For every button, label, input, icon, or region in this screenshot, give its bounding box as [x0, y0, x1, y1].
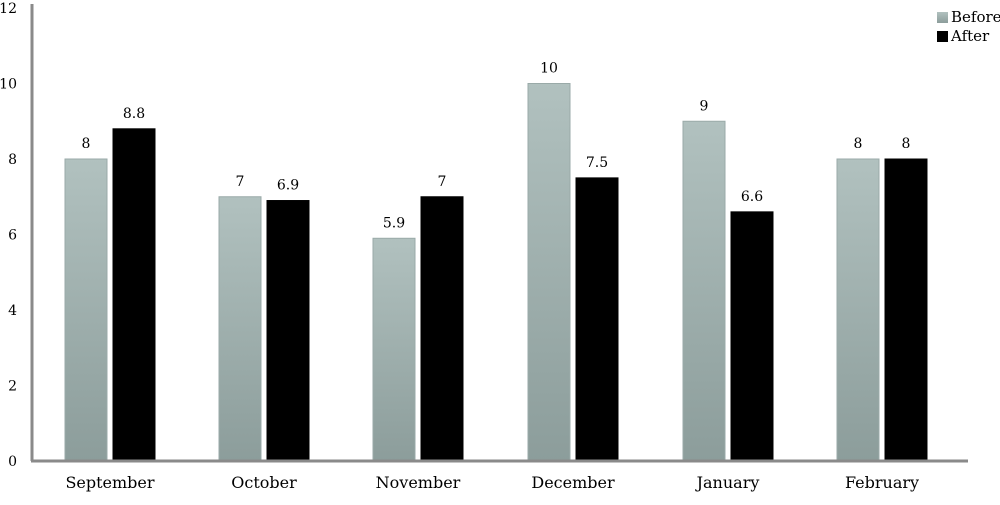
- legend-swatch-before: [937, 12, 948, 23]
- legend-label-after: After: [950, 27, 990, 45]
- data-label-after-december: 7.5: [586, 155, 608, 171]
- bar-before-december: [527, 83, 571, 462]
- data-label-after-september: 8.8: [123, 106, 145, 122]
- legend-swatch-after: [937, 31, 948, 42]
- plot-area: 0 2 4 6 8 10 12 8 8.8 September 7 6.9 October 5.9 7 Nov…: [0, 1, 968, 492]
- bar-before-november: [372, 237, 416, 462]
- bar-before-september: [64, 158, 108, 462]
- y-tick-label: 0: [8, 454, 17, 470]
- data-label-before-february: 8: [854, 136, 863, 152]
- data-label-before-september: 8: [82, 136, 91, 152]
- bar-before-february: [836, 158, 880, 462]
- x-tick-label: November: [376, 473, 461, 492]
- y-tick-label: 10: [0, 77, 17, 93]
- data-label-before-october: 7: [236, 174, 245, 190]
- data-label-before-november: 5.9: [383, 215, 405, 231]
- bar-before-october: [218, 196, 262, 462]
- data-label-after-october: 6.9: [277, 178, 299, 194]
- bar-after-october: [266, 200, 310, 462]
- data-label-after-november: 7: [438, 174, 447, 190]
- bar-after-november: [420, 196, 464, 462]
- y-tick-label: 4: [8, 303, 17, 319]
- bar-after-february: [884, 158, 928, 462]
- y-tick-label: 2: [8, 379, 17, 395]
- x-tick-label: September: [65, 473, 154, 492]
- x-tick-label: October: [231, 473, 297, 492]
- bar-after-december: [575, 177, 619, 462]
- bar-after-september: [112, 128, 156, 462]
- x-tick-label: December: [531, 473, 615, 492]
- y-tick-label: 12: [0, 1, 17, 17]
- data-label-after-january: 6.6: [741, 189, 763, 205]
- legend-label-before: Before: [951, 8, 1000, 26]
- y-tick-label: 6: [8, 228, 17, 244]
- data-label-before-january: 9: [700, 98, 709, 114]
- x-tick-label: February: [845, 473, 919, 492]
- x-tick-label: January: [695, 473, 760, 492]
- bar-after-january: [730, 211, 774, 462]
- y-tick-label: 8: [8, 152, 17, 168]
- data-label-after-february: 8: [902, 136, 911, 152]
- bar-before-january: [682, 120, 726, 462]
- data-label-before-december: 10: [540, 61, 558, 77]
